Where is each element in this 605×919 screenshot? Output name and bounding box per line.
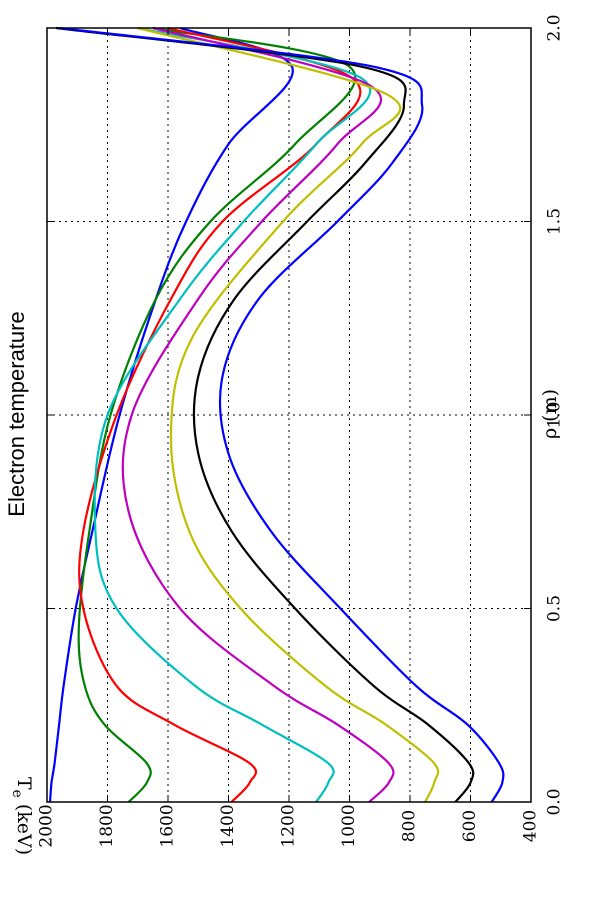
x-tick-label: 0.0 — [545, 788, 565, 815]
ticks: 0.0 0.5 1.0 1.5 2.0 400 600 800 1000 1200 1400 1600… — [37, 14, 565, 847]
y-axis-label: Te (keV) — [9, 777, 35, 855]
y-tick-label: 1400 — [218, 804, 238, 847]
series-line-3 — [78, 26, 362, 803]
series-line-7 — [55, 26, 475, 803]
series-line-1 — [48, 26, 294, 803]
y-tick-label: 1800 — [97, 804, 117, 847]
x-tick-label: 1.0 — [545, 401, 565, 428]
series-line-6 — [137, 26, 440, 803]
x-tick-label: 2.0 — [545, 14, 565, 41]
y-tick-label: 800 — [400, 810, 420, 842]
y-tick-label: 1200 — [279, 804, 299, 847]
series-line-4 — [93, 26, 372, 803]
y-tick-label: 600 — [460, 810, 480, 842]
y-tick-label: 1600 — [158, 804, 178, 847]
grid — [47, 28, 531, 802]
series-line-5 — [121, 26, 395, 803]
series-line-8 — [58, 26, 505, 803]
y-tick-label: 2000 — [37, 804, 57, 847]
x-tick-label: 0.5 — [545, 595, 565, 622]
chart-title: Electron temperature — [4, 311, 29, 516]
x-axis-label: ρ (m) — [539, 389, 561, 439]
y-tick-label: 400 — [521, 810, 541, 842]
y-tick-label: 1000 — [339, 804, 359, 847]
series-line-2 — [77, 26, 357, 803]
x-tick-label: 1.5 — [545, 208, 565, 235]
series-group — [48, 26, 505, 803]
